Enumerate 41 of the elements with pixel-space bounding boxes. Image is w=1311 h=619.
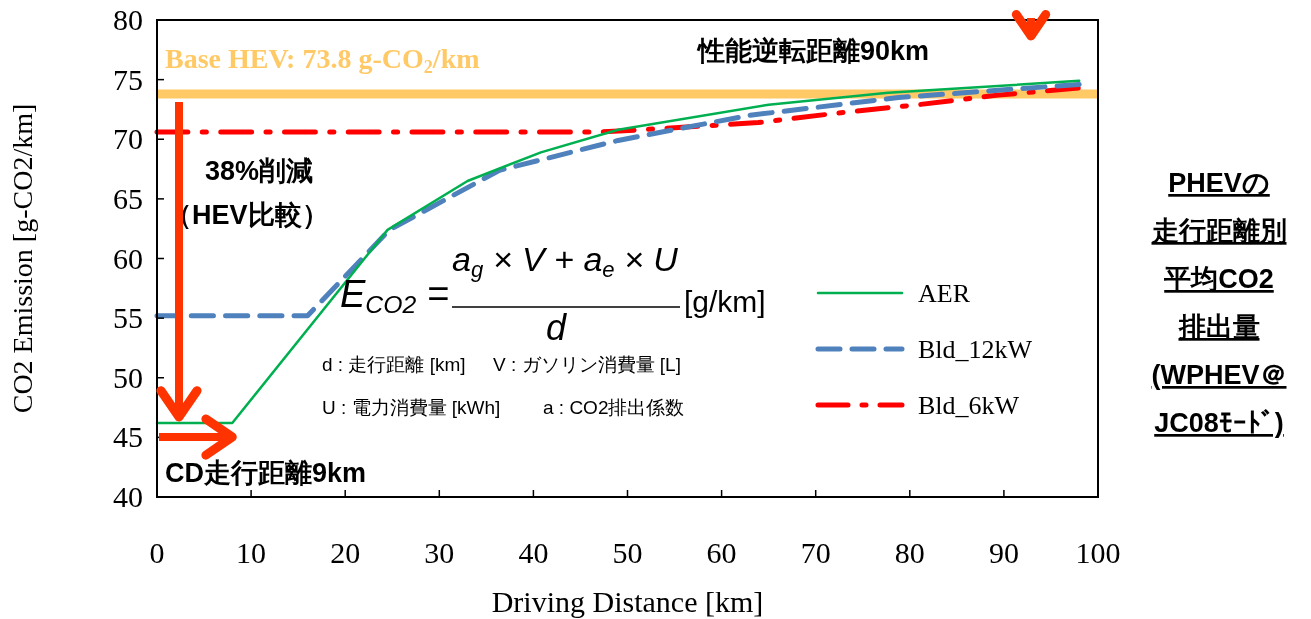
annotation: 性能逆転距離90km	[696, 36, 930, 66]
legend-label: Bld_12kW	[918, 335, 1033, 364]
x-tick-label: 60	[706, 536, 737, 569]
y-tick-label: 60	[113, 241, 143, 275]
annotation: d	[545, 307, 567, 348]
y-tick-label: 40	[113, 480, 143, 513]
x-tick-label: 90	[988, 536, 1019, 569]
x-tick-label: 80	[894, 536, 925, 569]
annotation: U : 電力消費量 [kWh]	[322, 397, 501, 418]
ref-line-label: Base HEV: 73.8 g-CO$_{2}$/km	[165, 42, 480, 77]
annotation: 38%削減	[205, 156, 314, 186]
legend-label: Bld_6kW	[918, 391, 1020, 420]
annotation: CD走行距離9km	[165, 458, 367, 488]
y-axis-title: CO2 Emission [g-CO2/km]	[7, 103, 38, 414]
annotation: a$_{g}$ × V + a$_{e}$ × U	[452, 240, 679, 282]
text: 平均CO2	[1163, 264, 1274, 294]
x-tick-label: 10	[236, 536, 267, 569]
x-tick-label: 40	[518, 536, 549, 569]
annotation: E$_{CO2}$ =	[340, 273, 449, 319]
x-tick-label: 100	[1075, 536, 1121, 569]
text: PHEVの	[1168, 168, 1270, 198]
y-tick-label: 75	[113, 62, 143, 96]
annotation: d : 走行距離 [km]	[322, 354, 466, 375]
x-tick-label: 70	[800, 536, 831, 569]
text: (WPHEV＠	[1151, 360, 1287, 390]
annotation: [g/km]	[684, 285, 766, 318]
y-tick-label: 80	[113, 3, 143, 36]
y-tick-label: 55	[113, 301, 143, 335]
x-axis-title: Driving Distance [km]	[491, 585, 764, 618]
legend-label: AER	[918, 279, 971, 308]
annotation: a : CO2排出係数	[543, 397, 685, 418]
x-tick-label: 20	[330, 536, 361, 569]
text: JC08ﾓｰﾄﾞ)	[1154, 408, 1284, 438]
y-tick-label: 70	[113, 122, 143, 156]
x-tick-label: 0	[149, 536, 165, 569]
y-tick-label: 50	[113, 360, 143, 394]
y-tick-label: 45	[113, 420, 143, 454]
annotation: V : ガソリン消費量 [L]	[493, 354, 681, 375]
x-tick-label: 50	[612, 536, 643, 569]
x-tick-label: 30	[424, 536, 455, 569]
y-tick-label: 65	[113, 181, 143, 215]
